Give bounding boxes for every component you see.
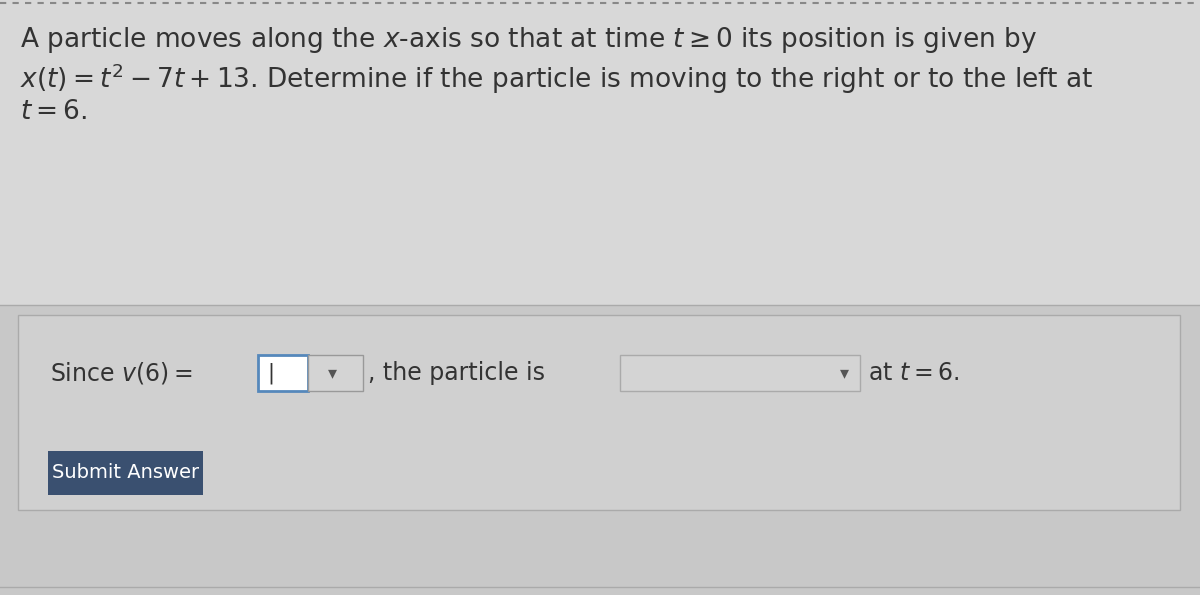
Text: A particle moves along the $x$-axis so that at time $t \geq 0$ its position is g: A particle moves along the $x$-axis so t…: [20, 25, 1037, 55]
Text: Since $v(6) =$: Since $v(6) =$: [50, 360, 193, 386]
Bar: [258, 355, 308, 391]
Text: $t = 6$.: $t = 6$.: [20, 99, 88, 125]
Text: |: |: [266, 362, 274, 384]
Bar: [0, 0, 1200, 305]
Text: $x(t) = t^2 - 7t + 13$. Determine if the particle is moving to the right or to t: $x(t) = t^2 - 7t + 13$. Determine if the…: [20, 62, 1093, 96]
Bar: [620, 355, 860, 391]
Text: Submit Answer: Submit Answer: [52, 464, 199, 483]
Text: ▾: ▾: [328, 364, 336, 382]
Bar: [18, 315, 1180, 510]
Text: ▾: ▾: [840, 364, 848, 382]
Bar: [48, 451, 203, 495]
Bar: [308, 355, 364, 391]
Text: at $t = 6$.: at $t = 6$.: [868, 361, 960, 385]
Text: , the particle is: , the particle is: [368, 361, 545, 385]
Bar: [0, 305, 1200, 595]
